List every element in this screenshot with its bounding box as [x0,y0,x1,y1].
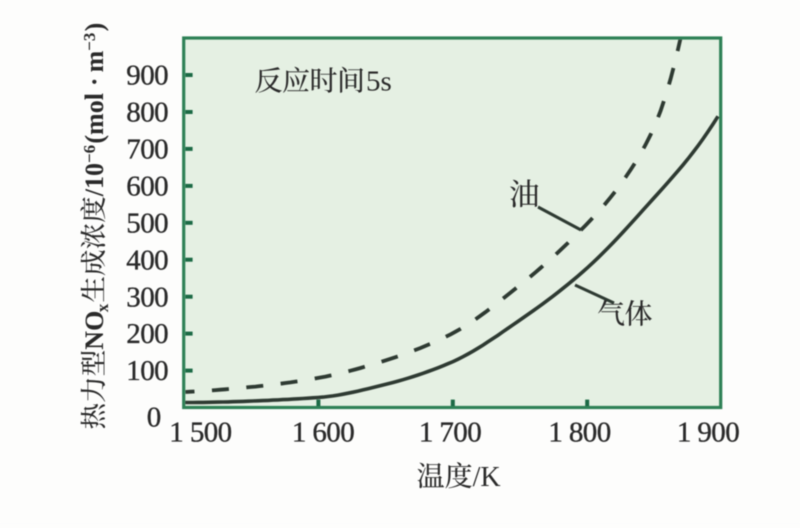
svg-text:·: · [80,77,109,86]
svg-text:200: 200 [126,318,168,350]
svg-text:0: 0 [147,402,162,434]
svg-text:1 700: 1 700 [419,417,481,449]
svg-text:x: x [93,303,112,312]
svg-text:/10: /10 [80,163,109,197]
svg-text:1 500: 1 500 [169,417,231,449]
svg-text:5s: 5s [366,66,392,98]
svg-text:−3: −3 [80,33,99,51]
svg-text:−6: −6 [80,145,99,163]
svg-text:300: 300 [126,281,168,313]
svg-text:1 600: 1 600 [292,417,354,449]
svg-text:): ) [80,23,109,32]
svg-text:600: 600 [126,171,168,203]
svg-text:1 800: 1 800 [548,417,610,449]
svg-text:NO: NO [80,311,109,350]
svg-text:100: 100 [126,355,168,387]
svg-text:1 900: 1 900 [677,417,739,449]
svg-text:m: m [80,50,109,72]
svg-text:400: 400 [126,244,168,276]
svg-text:500: 500 [126,207,168,239]
svg-text:(mol: (mol [80,93,109,144]
svg-text:800: 800 [126,97,168,129]
svg-text:/K: /K [473,462,501,493]
svg-text:900: 900 [126,60,168,92]
svg-text:700: 700 [126,134,168,166]
